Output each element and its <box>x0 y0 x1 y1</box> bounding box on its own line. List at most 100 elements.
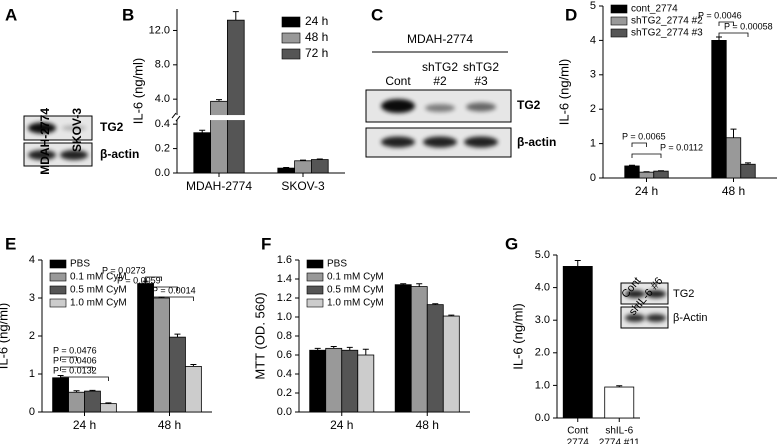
blot-row-label: β-Actin <box>673 312 707 324</box>
bar <box>740 163 756 179</box>
bar <box>153 297 170 413</box>
blot-band <box>381 136 415 148</box>
legend-swatch <box>281 48 301 60</box>
error-bar <box>73 390 80 393</box>
y-tick-label: 0.4 <box>155 118 170 130</box>
blot-column-label: #2 <box>433 74 447 88</box>
panel-letter: F <box>261 234 271 253</box>
bar <box>169 336 186 413</box>
bar <box>624 165 640 179</box>
p-value-annotation: P = 0.0014 <box>152 285 196 295</box>
blot-band <box>646 290 666 298</box>
blot-header: MDAH-2774 <box>407 32 473 46</box>
error-bar <box>416 283 423 287</box>
legend-label: 0.1 mM CyM <box>327 272 384 283</box>
error-bar <box>346 346 353 351</box>
legend-swatch <box>281 16 301 28</box>
bar <box>426 304 444 413</box>
y-tick-label: 0.0 <box>155 167 170 179</box>
error-bar <box>616 385 623 388</box>
y-axis-title: IL-6 (ng/ml) <box>130 58 145 124</box>
bar <box>277 167 295 174</box>
x-tick-label: 48 h <box>416 418 439 432</box>
blot-row-label: β-actin <box>517 135 556 149</box>
bracket <box>718 21 734 26</box>
bar <box>325 347 343 413</box>
bar <box>394 284 412 413</box>
y-tick-label: 1.4 <box>277 273 292 285</box>
blot-band <box>625 314 645 322</box>
bar <box>410 286 428 413</box>
legend-swatch <box>281 32 301 44</box>
p-value-annotation: P = 0.0406 <box>53 355 97 365</box>
legend-label: PBS <box>327 259 347 270</box>
blot-band <box>381 99 415 113</box>
blot-row-label: TG2 <box>673 288 694 300</box>
bracket <box>145 276 162 281</box>
bar <box>562 266 593 419</box>
y-tick-label: 5.0 <box>535 249 550 261</box>
bar <box>226 19 245 174</box>
bracket <box>145 296 194 301</box>
bracket <box>60 376 109 381</box>
y-tick-label: 2 <box>29 330 35 342</box>
bar <box>725 137 742 179</box>
legend-label: shTG2_2774 #3 <box>631 28 703 39</box>
legend-label: 1.0 mM CyM <box>327 298 384 309</box>
bar <box>185 365 202 413</box>
x-tick-label: 2774 <box>567 438 590 444</box>
legend-swatch <box>49 259 67 269</box>
legend-label: PBS <box>70 259 90 270</box>
legend-swatch <box>610 4 628 14</box>
blot-band <box>425 104 455 112</box>
panel-letter: B <box>122 5 134 24</box>
blot-band <box>625 290 645 298</box>
error-bar <box>330 345 337 349</box>
y-tick-label: 4.0 <box>535 282 550 294</box>
legend-swatch <box>306 285 324 295</box>
y-tick-label: 4 <box>590 34 596 46</box>
bar <box>210 100 228 174</box>
bracket <box>631 153 662 158</box>
legend-label: 1.0 mM CyM <box>70 298 127 309</box>
x-tick-label: shIL-6 <box>605 426 633 437</box>
blot-column-label: shTG2 <box>422 60 458 74</box>
error-bar <box>716 36 722 41</box>
blot-column-label: MDAH-2774 <box>38 108 52 175</box>
legend-label: 0.1 mM CyM <box>70 272 127 283</box>
p-value-annotation: P = 0.00058 <box>724 21 773 31</box>
blot-row-label: TG2 <box>100 120 124 134</box>
legend-label: 0.5 mM CyM <box>327 285 384 296</box>
blot-band <box>60 150 88 160</box>
legend-label: shTG2_2774 #2 <box>631 16 703 27</box>
bar <box>442 315 460 413</box>
panel-letter: E <box>5 234 16 253</box>
bar <box>100 403 117 413</box>
y-tick-label: 0.6 <box>277 349 292 361</box>
x-tick-label: 48 h <box>722 184 745 198</box>
error-bar <box>283 167 290 169</box>
error-bar <box>745 162 751 165</box>
y-tick-label: 0.0 <box>277 406 292 418</box>
blot-band <box>62 125 86 131</box>
error-bar <box>300 159 306 161</box>
error-bar <box>190 364 197 367</box>
panel-letter: G <box>505 234 518 253</box>
x-tick-label: 24 h <box>330 418 353 432</box>
y-axis-title: IL-6 (ng/ml) <box>0 303 10 369</box>
blot-band <box>466 102 496 112</box>
error-bar <box>400 283 407 285</box>
error-bar <box>216 99 222 102</box>
error-bar <box>448 314 455 317</box>
blot-band <box>423 136 457 148</box>
error-bar <box>629 164 635 166</box>
blot-row-label: TG2 <box>517 98 541 112</box>
y-tick-label: 4 <box>29 254 35 266</box>
axis-break <box>171 115 339 121</box>
bracket <box>60 366 93 371</box>
legend-swatch <box>49 285 67 295</box>
x-tick-label: 2774 #11 <box>599 438 640 444</box>
legend-label: cont_2774 <box>631 4 678 15</box>
y-tick-label: 3 <box>29 292 35 304</box>
